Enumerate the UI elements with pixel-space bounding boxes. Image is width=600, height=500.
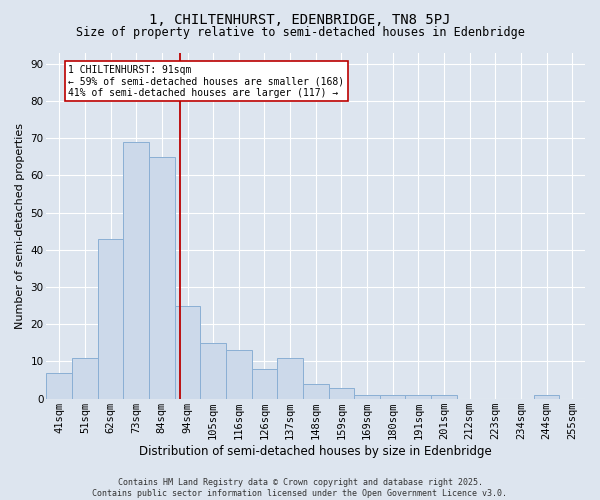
Bar	[380, 395, 406, 398]
Y-axis label: Number of semi-detached properties: Number of semi-detached properties	[15, 122, 25, 328]
Bar	[124, 142, 149, 399]
Bar	[200, 343, 226, 398]
Bar	[303, 384, 329, 398]
X-axis label: Distribution of semi-detached houses by size in Edenbridge: Distribution of semi-detached houses by …	[139, 444, 492, 458]
Bar	[329, 388, 354, 398]
Text: Size of property relative to semi-detached houses in Edenbridge: Size of property relative to semi-detach…	[76, 26, 524, 39]
Bar	[98, 238, 124, 398]
Bar	[534, 395, 559, 398]
Text: 1 CHILTENHURST: 91sqm
← 59% of semi-detached houses are smaller (168)
41% of sem: 1 CHILTENHURST: 91sqm ← 59% of semi-deta…	[68, 64, 344, 98]
Bar	[406, 395, 431, 398]
Bar	[149, 156, 175, 398]
Bar	[175, 306, 200, 398]
Text: 1, CHILTENHURST, EDENBRIDGE, TN8 5PJ: 1, CHILTENHURST, EDENBRIDGE, TN8 5PJ	[149, 12, 451, 26]
Bar	[277, 358, 303, 399]
Text: Contains HM Land Registry data © Crown copyright and database right 2025.
Contai: Contains HM Land Registry data © Crown c…	[92, 478, 508, 498]
Bar	[431, 395, 457, 398]
Bar	[251, 369, 277, 398]
Bar	[72, 358, 98, 399]
Bar	[46, 372, 72, 398]
Bar	[354, 395, 380, 398]
Bar	[226, 350, 251, 399]
